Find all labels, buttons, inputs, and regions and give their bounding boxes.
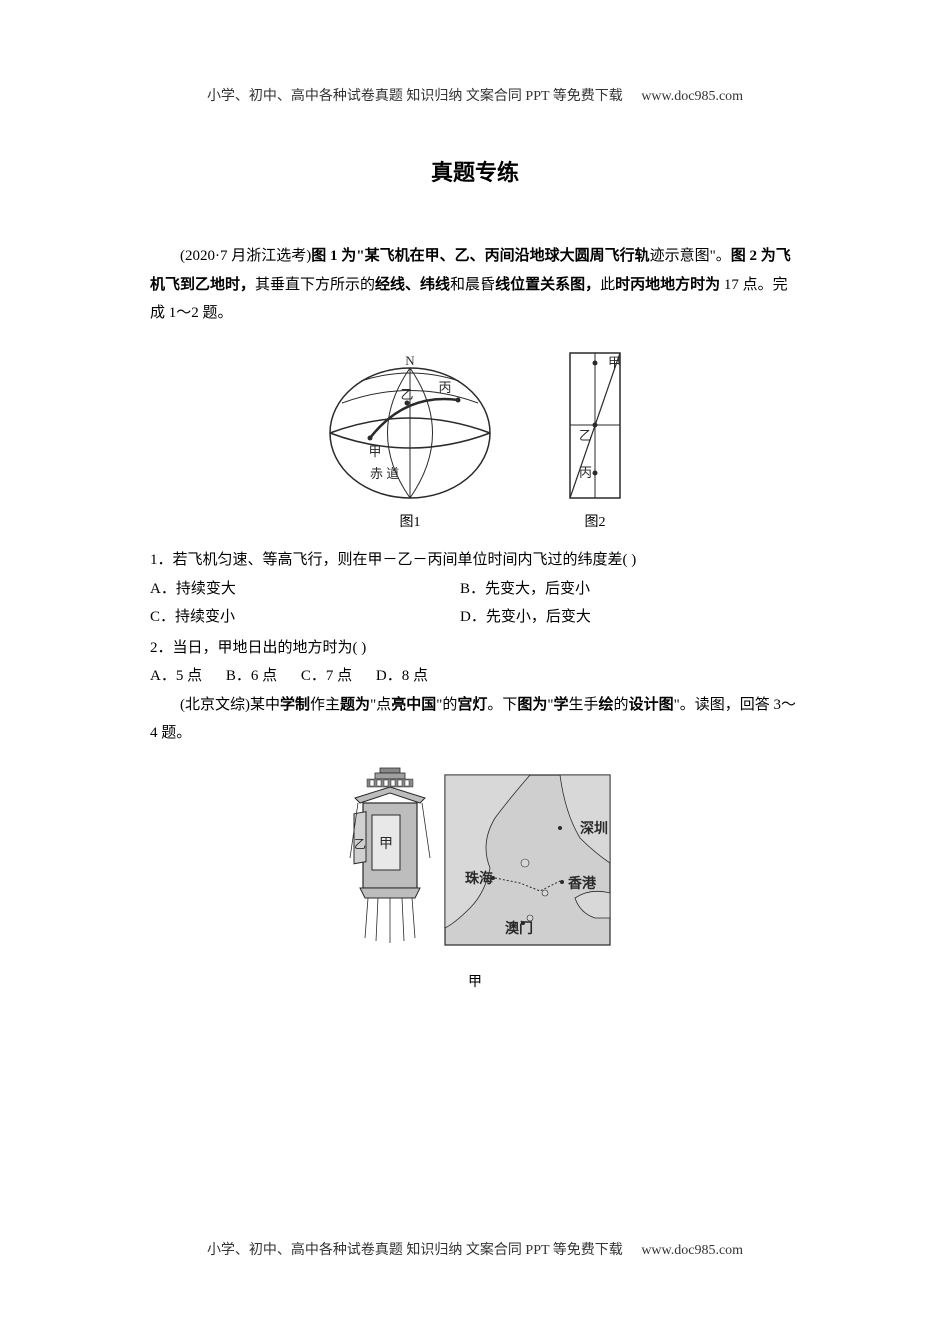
- content-body: (2020·7 月浙江选考)图 1 为"某飞机在甲、乙、丙间沿地球大圆周飞行轨迹…: [150, 242, 800, 996]
- q1-option-a: A．持续变大: [150, 575, 460, 604]
- figure3-caption: 甲: [468, 970, 482, 997]
- intro2-plain5: 。下: [487, 697, 517, 713]
- q1-options-row2: C．持续变小 D．先变小，后变大: [150, 603, 800, 632]
- footer-text: 小学、初中、高中各种试卷真题 知识归纳 文案合同 PPT 等免费下载: [207, 1243, 623, 1258]
- rect-diagram: 甲 乙 丙: [555, 343, 635, 508]
- footer-url: www.doc985.com: [641, 1243, 743, 1258]
- intro2-prefix: (北京文综): [180, 697, 250, 713]
- header-url: www.doc985.com: [641, 89, 743, 104]
- map-zhuhai-label: 珠海: [465, 870, 493, 887]
- q2-option-a: A．5 点: [150, 668, 202, 684]
- q2-option-c: C．7 点: [301, 668, 352, 684]
- rect-jia-label: 甲: [608, 355, 621, 370]
- globe-bing-label: 丙: [438, 380, 451, 395]
- globe-jia-label: 甲: [368, 444, 381, 459]
- q1-option-d: D．先变小，后变大: [460, 603, 770, 632]
- intro2-plain8: 的: [614, 697, 629, 713]
- intro2-bold7: 绘: [599, 697, 614, 713]
- intro2-bold3: 亮中国: [391, 697, 436, 713]
- rect-yi-label: 乙: [579, 428, 592, 443]
- figure1-caption: 图1: [400, 510, 421, 537]
- map-panel: 深圳 珠海 香港 澳门: [445, 775, 610, 945]
- map-xianggang-label: 香港: [567, 875, 597, 892]
- rect-bing-label: 丙: [579, 465, 592, 480]
- intro-paragraph-1: (2020·7 月浙江选考)图 1 为"某飞机在甲、乙、丙间沿地球大圆周飞行轨迹…: [150, 242, 800, 328]
- intro2-bold6: 学: [554, 697, 569, 713]
- globe-equator-label: 赤 道: [370, 466, 399, 481]
- intro1-plain3: 和晨昏: [450, 277, 495, 293]
- page-footer: 小学、初中、高中各种试卷真题 知识归纳 文案合同 PPT 等免费下载 www.d…: [0, 1239, 950, 1259]
- q1-option-b: B．先变大，后变小: [460, 575, 770, 604]
- map-aomen-label: 澳门: [505, 920, 533, 937]
- intro2-bold1: 学制: [280, 697, 310, 713]
- page-title: 真题专练: [150, 155, 800, 187]
- q1-options-row1: A．持续变大 B．先变大，后变小: [150, 575, 800, 604]
- intro-paragraph-2: (北京文综)某中学制作主题为"点亮中国"的宫灯。下图为"学生手绘的设计图"。读图…: [150, 691, 800, 748]
- intro1-bold4: 线位置关系图，: [495, 277, 600, 293]
- header-text: 小学、初中、高中各种试卷真题 知识归纳 文案合同 PPT 等免费下载: [207, 89, 623, 104]
- intro2-plain7: 生手: [569, 697, 599, 713]
- lantern-jia-label: 甲: [379, 837, 393, 852]
- q2-option-b: B．6 点: [226, 668, 277, 684]
- intro2-plain1: 某中: [250, 697, 280, 713]
- intro2-bold2: 题为: [340, 697, 370, 713]
- globe-yi-label: 乙: [400, 387, 413, 402]
- intro2-plain2: 作主: [310, 697, 340, 713]
- intro1-bold1: 图 1 为"某飞机在甲、乙、丙间沿地球大圆周飞行轨: [311, 248, 649, 264]
- figure-1: N 甲 乙 丙 赤 道 图1: [315, 343, 505, 537]
- figure-3: 甲 乙: [150, 763, 800, 997]
- figure2-caption: 图2: [585, 510, 606, 537]
- intro1-plain4: 此: [600, 277, 615, 293]
- lantern-icon: 甲 乙: [350, 768, 430, 943]
- intro2-plain3: "点: [370, 697, 391, 713]
- intro2-plain4: "的: [436, 697, 457, 713]
- figures-row-1: N 甲 乙 丙 赤 道 图1 甲 乙 丙 图2: [150, 343, 800, 537]
- globe-diagram: N 甲 乙 丙 赤 道: [315, 343, 505, 508]
- q1-stem: 1．若飞机匀速、等高飞行，则在甲－乙－丙间单位时间内飞过的纬度差( ): [150, 546, 800, 575]
- intro2-bold4: 宫灯: [457, 697, 487, 713]
- q2-option-d: D．8 点: [376, 668, 428, 684]
- intro1-plain2: 其垂直下方所示的: [255, 277, 375, 293]
- intro2-bold5: 图为: [517, 697, 547, 713]
- figure-2: 甲 乙 丙 图2: [555, 343, 635, 537]
- lantern-yi-label: 乙: [354, 837, 366, 851]
- intro1-bold3: 经线、纬线: [375, 277, 450, 293]
- lantern-diagram: 甲 乙: [330, 763, 620, 968]
- intro1-bold5: 时丙地地方时为: [615, 277, 720, 293]
- q2-stem: 2．当日，甲地日出的地方时为( ): [150, 634, 800, 663]
- intro1-prefix: (2020·7 月浙江选考): [180, 248, 311, 264]
- q1-option-c: C．持续变小: [150, 603, 460, 632]
- q2-options: A．5 点 B．6 点 C．7 点 D．8 点: [150, 662, 800, 691]
- page-header: 小学、初中、高中各种试卷真题 知识归纳 文案合同 PPT 等免费下载 www.d…: [0, 85, 950, 105]
- intro1-plain1: 迹示意图"。: [650, 248, 731, 264]
- map-shenzhen-label: 深圳: [580, 820, 608, 837]
- globe-north-label: N: [405, 353, 415, 368]
- intro2-bold8: 设计图: [629, 697, 674, 713]
